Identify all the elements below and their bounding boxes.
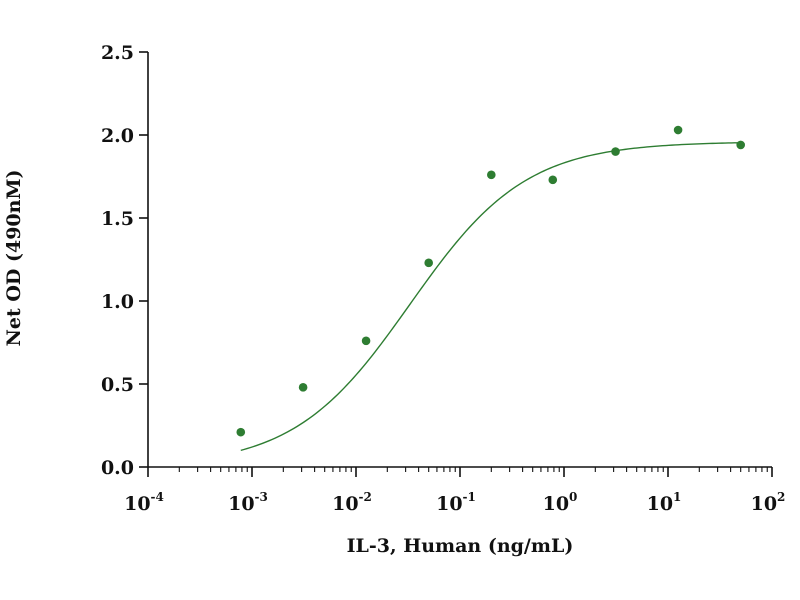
data-point (487, 170, 496, 180)
x-tick-label: 102 (751, 490, 786, 515)
data-point (298, 383, 308, 392)
data-points (236, 125, 745, 437)
y-tick-label: 2.5 (101, 42, 134, 64)
x-tick-label: 10-3 (228, 490, 268, 515)
y-tick-label: 1.0 (101, 291, 134, 313)
x-tick-label: 101 (647, 490, 682, 515)
tick-marks (139, 51, 773, 477)
data-point (236, 427, 246, 437)
y-tick-label: 0.0 (101, 457, 134, 479)
y-axis-title: Net OD (490nM) (3, 170, 25, 347)
fit-curve (240, 142, 741, 452)
y-tick-label: 2.0 (101, 125, 134, 147)
data-point (736, 140, 745, 150)
y-tick-label: 0.5 (101, 374, 134, 396)
data-point (611, 147, 620, 156)
x-tick-label: 100 (543, 490, 578, 515)
x-tick-label: 10-2 (332, 490, 372, 515)
tick-labels: 0.0 0.5 1.0 1.5 2.0 2.5 10-4 10-3 10-2 10-1 100 101… (101, 42, 785, 515)
data-point (548, 175, 558, 185)
y-tick-label: 1.5 (101, 208, 134, 230)
data-point (673, 125, 683, 135)
x-axis-title: IL-3, Human (ng/mL) (347, 535, 574, 557)
axes (147, 52, 772, 468)
data-point (361, 336, 371, 346)
x-tick-label: 10-1 (436, 490, 476, 515)
fit-curve-layer (240, 142, 741, 452)
data-point (424, 258, 433, 268)
x-tick-label: 10-4 (124, 490, 164, 515)
